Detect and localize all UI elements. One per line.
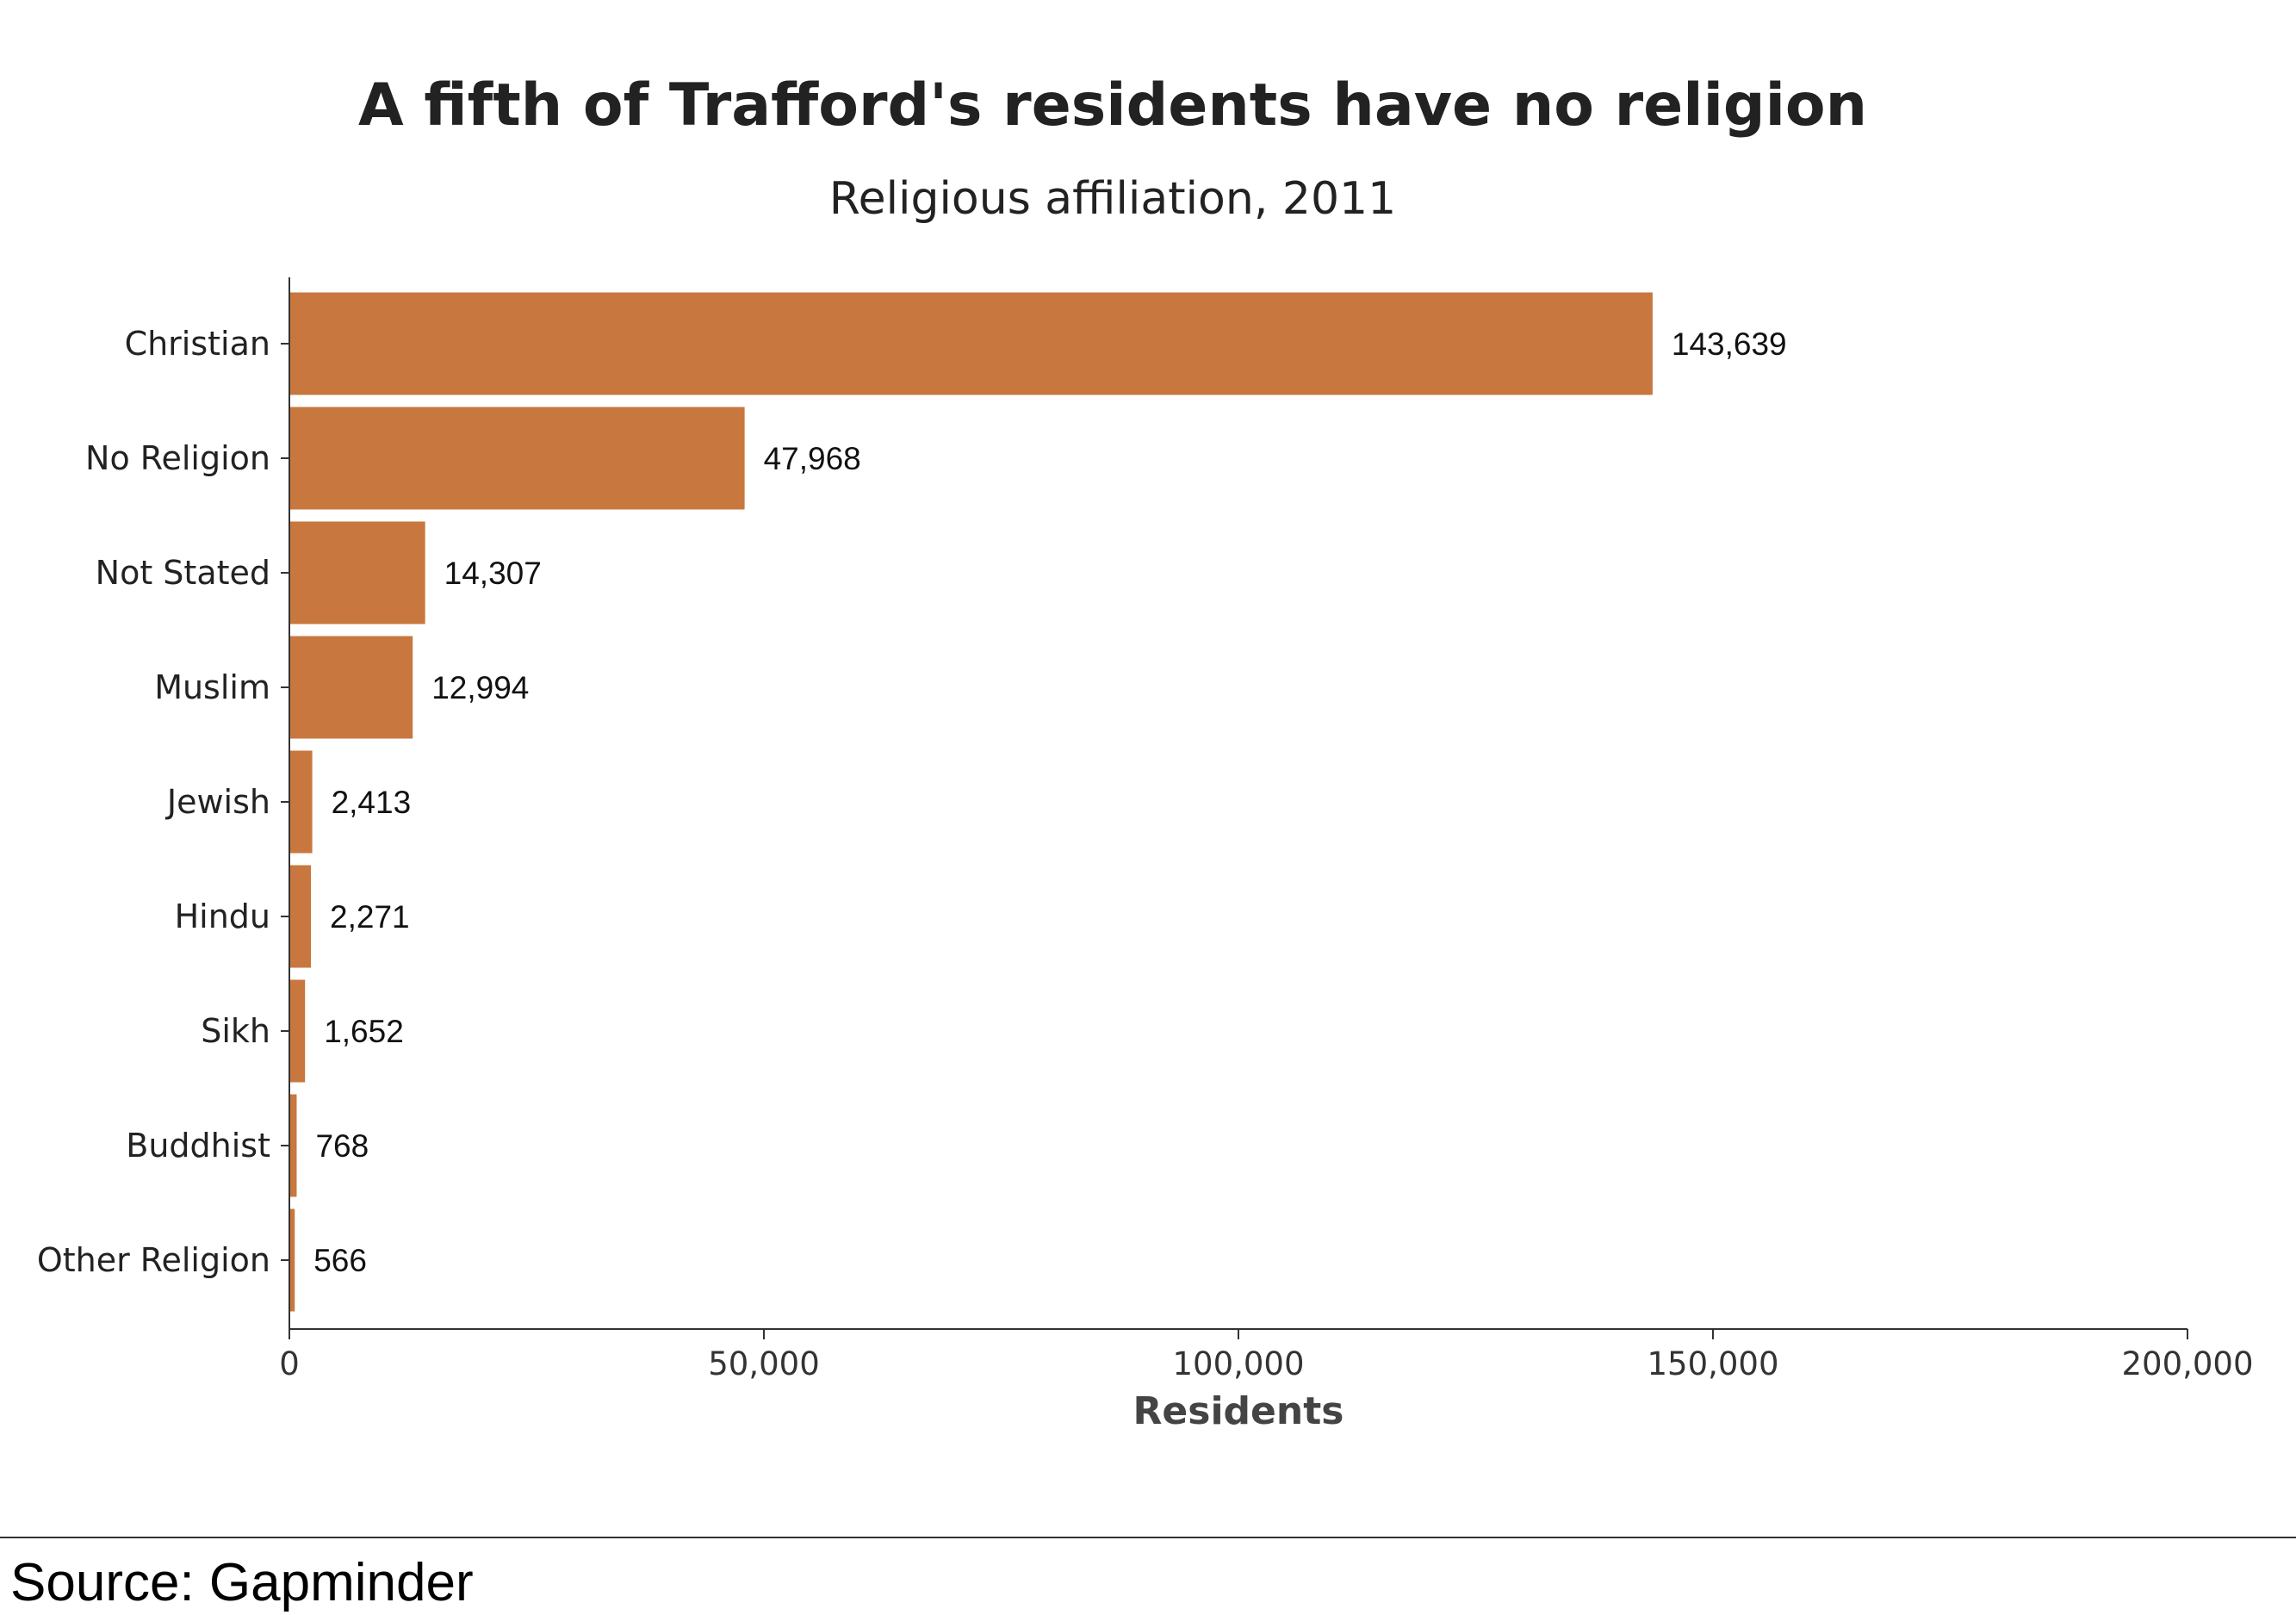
bar-jewish [289,751,313,854]
value-label: 2,271 [330,899,410,935]
x-tick-label: 100,000 [1172,1345,1304,1382]
category-label: Hindu [175,898,270,935]
source-note: Source: Gapminder [10,1553,474,1612]
x-tick-label: 50,000 [708,1345,819,1382]
value-label: 2,413 [332,785,412,820]
category-label: Buddhist [126,1127,270,1165]
x-tick-label: 0 [279,1345,300,1382]
value-label: 768 [315,1128,369,1164]
x-axis-title: Residents [1133,1389,1344,1433]
bars [289,293,1653,1312]
x-tick-label: 150,000 [1647,1345,1778,1382]
x-axis-ticks: 0 50,000 100,000 150,000 200,000 [279,1329,2253,1382]
value-label: 12,994 [431,670,529,705]
bar-sikh [289,980,305,1083]
value-label: 1,652 [324,1014,404,1049]
value-label: 143,639 [1672,326,1787,362]
bar-buddhist [289,1095,296,1197]
value-label: 47,968 [764,441,861,476]
category-label: Christian [125,325,270,363]
category-label: Jewish [165,783,270,821]
bar-not-stated [289,522,425,624]
bar-hindu [289,866,311,968]
category-label: Other Religion [37,1241,270,1279]
category-label: No Religion [85,439,270,477]
bar-no-religion [289,407,745,510]
category-label: Not Stated [96,554,270,592]
bar-muslim [289,637,413,739]
chart-title: A fifth of Trafford's residents have no … [358,71,1867,140]
x-tick-label: 200,000 [2121,1345,2253,1382]
category-label: Sikh [201,1012,270,1050]
value-label: 14,307 [444,556,542,591]
value-label: 566 [313,1243,367,1278]
category-label: Muslim [154,668,270,706]
category-labels: Christian No Religion Not Stated Muslim Jewi… [37,325,289,1279]
chart-subtitle: Religious affiliation, 2011 [829,173,1396,225]
bar-christian [289,293,1653,395]
